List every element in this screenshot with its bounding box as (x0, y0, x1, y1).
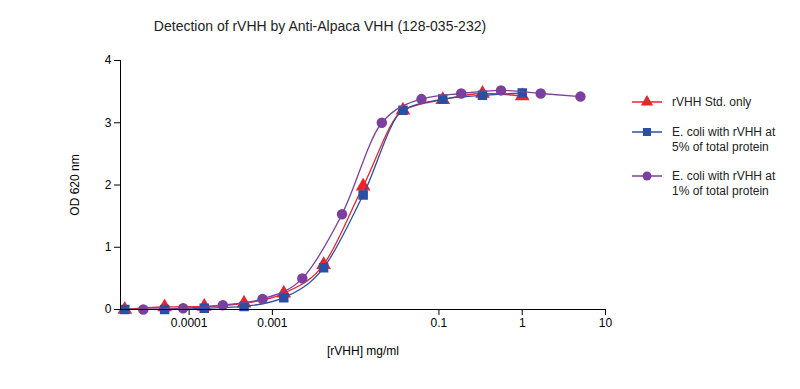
html-text:E. coli with rVHH at 5% of tot: E. coli with rVHH at 5% of total protein (672, 125, 776, 154)
svg-text:[rVHH] mg/ml: [rVHH] mg/ml (327, 344, 399, 358)
svg-text:0.1: 0.1 (431, 316, 448, 330)
svg-text:0: 0 (105, 302, 112, 316)
svg-text:4: 4 (105, 53, 112, 67)
html-text:Detection of rVHH by Anti-Alpa: Detection of rVHH by Anti-Alpaca VHH (12… (153, 18, 487, 34)
svg-text:2: 2 (105, 178, 112, 192)
html-text:E. coli with rVHH at 1% of tot: E. coli with rVHH at 1% of total protein (672, 169, 776, 198)
svg-text:10: 10 (599, 316, 613, 330)
svg-text:OD 620 nm: OD 620 nm (68, 154, 82, 215)
svg-text:3: 3 (105, 116, 112, 130)
svg-text:1: 1 (519, 316, 526, 330)
svg-text:0.0001: 0.0001 (171, 316, 208, 330)
svg-text:0.001: 0.001 (257, 316, 287, 330)
svg-text:1: 1 (105, 240, 112, 254)
html-text:rVHH Std. only: rVHH Std. only (672, 95, 752, 109)
